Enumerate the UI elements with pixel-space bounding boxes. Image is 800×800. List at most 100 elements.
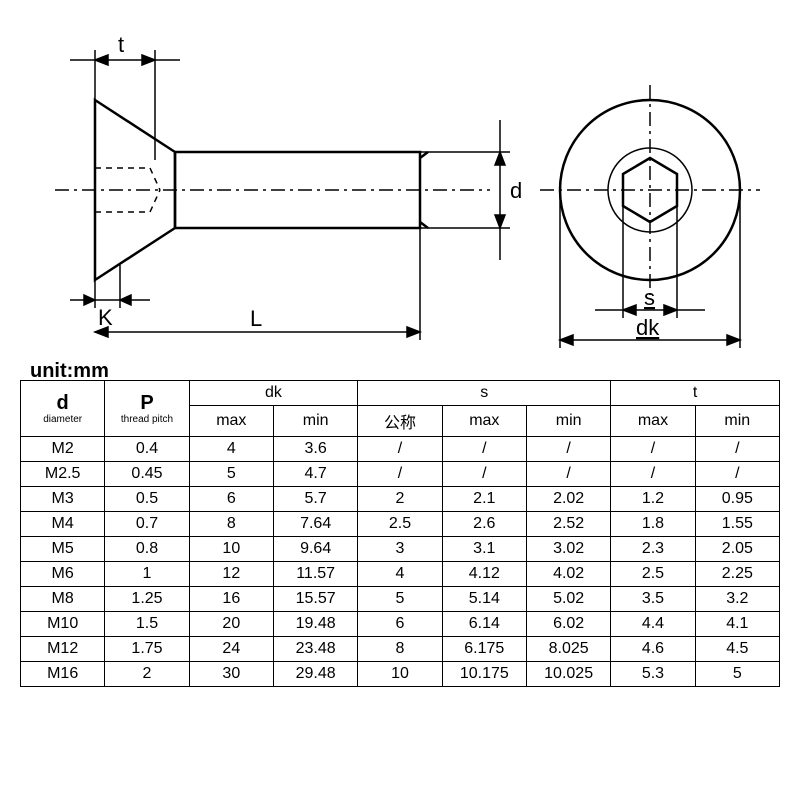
label-K: K [98, 305, 113, 330]
cell-dk_max: 4 [189, 437, 273, 462]
label-d: d [510, 178, 522, 203]
cell-s_nom: 3 [358, 537, 442, 562]
screw-svg: t K L d [0, 0, 800, 360]
cell-t_max: / [611, 437, 695, 462]
cell-P: 0.45 [105, 462, 189, 487]
hdr-d: d diameter [21, 381, 105, 437]
cell-t_min: 4.1 [695, 612, 779, 637]
cell-t_max: 4.6 [611, 637, 695, 662]
cell-d: M8 [21, 587, 105, 612]
cell-s_max: / [442, 462, 526, 487]
cell-d: M3 [21, 487, 105, 512]
cell-P: 1.75 [105, 637, 189, 662]
cell-t_max: 3.5 [611, 587, 695, 612]
cell-s_nom: 2 [358, 487, 442, 512]
spec-table-body: M20.443.6/////M2.50.4554.7/////M30.565.7… [21, 437, 780, 687]
cell-d: M2.5 [21, 462, 105, 487]
cell-t_max: 5.3 [611, 662, 695, 687]
cell-s_nom: 4 [358, 562, 442, 587]
cell-s_min: 3.02 [526, 537, 610, 562]
cell-s_max: 2.1 [442, 487, 526, 512]
cell-t_max: 1.2 [611, 487, 695, 512]
label-dk: dk [636, 315, 660, 340]
spec-table-area: d diameter P thread pitch dk s t max min… [0, 380, 800, 687]
table-row: M81.251615.5755.145.023.53.2 [21, 587, 780, 612]
cell-s_nom: / [358, 462, 442, 487]
cell-t_min: 4.5 [695, 637, 779, 662]
cell-d: M10 [21, 612, 105, 637]
cell-s_max: 2.6 [442, 512, 526, 537]
hdr-dk-max: max [189, 406, 273, 437]
cell-dk_max: 24 [189, 637, 273, 662]
hdr-dk: dk [189, 381, 358, 406]
cell-s_min: 2.02 [526, 487, 610, 512]
table-row: M611211.5744.124.022.52.25 [21, 562, 780, 587]
cell-P: 0.5 [105, 487, 189, 512]
cell-t_min: / [695, 437, 779, 462]
cell-t_max: 1.8 [611, 512, 695, 537]
cell-dk_min: 3.6 [273, 437, 357, 462]
cell-s_max: 3.1 [442, 537, 526, 562]
screw-diagram: t K L d [0, 0, 800, 380]
cell-s_nom: 10 [358, 662, 442, 687]
cell-s_max: / [442, 437, 526, 462]
cell-dk_min: 23.48 [273, 637, 357, 662]
cell-dk_max: 8 [189, 512, 273, 537]
cell-dk_min: 5.7 [273, 487, 357, 512]
table-row: M121.752423.4886.1758.0254.64.5 [21, 637, 780, 662]
cell-t_max: 4.4 [611, 612, 695, 637]
hdr-t: t [611, 381, 780, 406]
cell-s_min: 10.025 [526, 662, 610, 687]
cell-s_max: 6.175 [442, 637, 526, 662]
table-row: M20.443.6///// [21, 437, 780, 462]
table-row: M50.8109.6433.13.022.32.05 [21, 537, 780, 562]
cell-P: 0.4 [105, 437, 189, 462]
table-row: M2.50.4554.7///// [21, 462, 780, 487]
cell-dk_max: 20 [189, 612, 273, 637]
header-row-1: d diameter P thread pitch dk s t [21, 381, 780, 406]
cell-s_min: 4.02 [526, 562, 610, 587]
hdr-s-nom: 公称 [358, 406, 442, 437]
cell-P: 1.5 [105, 612, 189, 637]
cell-t_min: / [695, 462, 779, 487]
label-s: s [644, 285, 655, 310]
cell-t_min: 2.25 [695, 562, 779, 587]
label-L: L [250, 306, 262, 331]
cell-d: M2 [21, 437, 105, 462]
cell-s_nom: 2.5 [358, 512, 442, 537]
cell-d: M5 [21, 537, 105, 562]
cell-d: M12 [21, 637, 105, 662]
cell-t_max: 2.3 [611, 537, 695, 562]
table-row: M1623029.481010.17510.0255.35 [21, 662, 780, 687]
cell-s_max: 4.12 [442, 562, 526, 587]
cell-d: M6 [21, 562, 105, 587]
cell-P: 2 [105, 662, 189, 687]
cell-dk_max: 6 [189, 487, 273, 512]
cell-s_nom: 5 [358, 587, 442, 612]
hdr-P: P thread pitch [105, 381, 189, 437]
hdr-s-max: max [442, 406, 526, 437]
cell-t_min: 0.95 [695, 487, 779, 512]
cell-s_min: / [526, 462, 610, 487]
cell-s_min: 6.02 [526, 612, 610, 637]
hdr-dk-min: min [273, 406, 357, 437]
cell-dk_min: 4.7 [273, 462, 357, 487]
cell-P: 0.8 [105, 537, 189, 562]
hdr-t-min: min [695, 406, 779, 437]
cell-s_min: 2.52 [526, 512, 610, 537]
unit-label: unit:mm [30, 360, 109, 383]
hdr-t-max: max [611, 406, 695, 437]
cell-dk_min: 29.48 [273, 662, 357, 687]
cell-s_max: 10.175 [442, 662, 526, 687]
cell-dk_min: 11.57 [273, 562, 357, 587]
cell-s_min: 5.02 [526, 587, 610, 612]
cell-t_max: / [611, 462, 695, 487]
cell-s_max: 6.14 [442, 612, 526, 637]
table-row: M40.787.642.52.62.521.81.55 [21, 512, 780, 537]
cell-d: M4 [21, 512, 105, 537]
cell-t_max: 2.5 [611, 562, 695, 587]
cell-t_min: 2.05 [695, 537, 779, 562]
cell-dk_max: 12 [189, 562, 273, 587]
cell-dk_min: 7.64 [273, 512, 357, 537]
cell-dk_min: 15.57 [273, 587, 357, 612]
